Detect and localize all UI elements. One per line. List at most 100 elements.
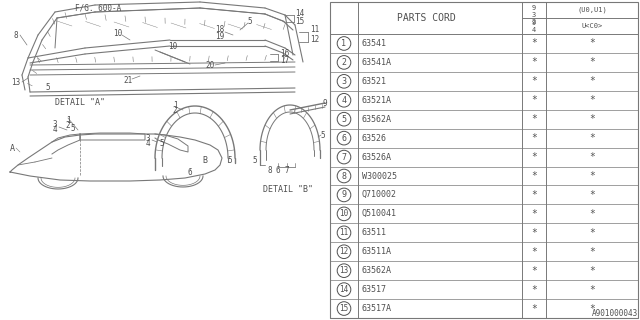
Text: 9: 9 [342,190,346,199]
Text: 15: 15 [339,304,349,313]
Text: *: * [589,114,595,124]
Text: W300025: W300025 [362,172,397,180]
Text: *: * [589,152,595,162]
Text: *: * [531,152,537,162]
Text: 18: 18 [216,25,225,34]
Text: F/G. 600-A: F/G. 600-A [75,4,121,12]
Text: 5: 5 [253,156,257,164]
Text: 8: 8 [342,172,346,180]
Text: 4: 4 [52,124,58,133]
Text: 13: 13 [339,266,349,275]
Text: 63517: 63517 [362,285,387,294]
Text: B: B [202,156,207,164]
Text: 1: 1 [342,39,346,48]
Text: 5: 5 [248,17,252,26]
Text: *: * [589,95,595,105]
Text: 3: 3 [532,12,536,18]
Text: *: * [531,133,537,143]
Text: 1: 1 [66,116,70,124]
Text: 14: 14 [339,285,349,294]
Text: 12: 12 [310,35,319,44]
Text: 5: 5 [45,83,51,92]
Text: 19: 19 [216,31,225,41]
Text: *: * [589,228,595,238]
Text: U<C0>: U<C0> [581,23,603,29]
Text: *: * [531,95,537,105]
Text: 4: 4 [342,96,346,105]
Text: *: * [531,247,537,257]
Text: 14: 14 [296,9,305,18]
Text: 16: 16 [280,49,290,58]
Text: *: * [531,209,537,219]
Text: 63517A: 63517A [362,304,392,313]
Text: 63511: 63511 [362,228,387,237]
Text: 10: 10 [339,209,349,218]
Text: 20: 20 [205,60,214,69]
Text: 7: 7 [285,165,289,174]
Text: 63521: 63521 [362,77,387,86]
Text: *: * [589,133,595,143]
Text: 63526: 63526 [362,134,387,143]
Text: *: * [531,228,537,238]
Text: *: * [589,284,595,295]
Text: 7: 7 [342,153,346,162]
Text: 11: 11 [310,25,319,34]
Text: 6: 6 [342,134,346,143]
Text: 3: 3 [52,119,58,129]
Text: *: * [589,76,595,86]
Text: DETAIL "A": DETAIL "A" [55,98,105,107]
Text: Q710002: Q710002 [362,190,397,199]
Text: PARTS CORD: PARTS CORD [397,13,456,23]
Text: 8: 8 [13,30,19,39]
Text: *: * [531,284,537,295]
Text: *: * [589,190,595,200]
Text: 3: 3 [146,133,150,142]
Text: 5: 5 [70,124,76,132]
Text: 9: 9 [323,99,327,108]
Text: *: * [589,266,595,276]
Text: 10: 10 [113,28,123,37]
Text: 2: 2 [532,19,536,25]
Text: *: * [531,114,537,124]
Text: 63526A: 63526A [362,153,392,162]
Text: 10: 10 [168,42,178,51]
Text: 15: 15 [296,17,305,26]
Text: 5: 5 [228,156,232,164]
Text: *: * [589,247,595,257]
Text: 63562A: 63562A [362,115,392,124]
Text: *: * [531,304,537,314]
Text: *: * [531,190,537,200]
Text: *: * [531,171,537,181]
Text: (U0,U1): (U0,U1) [577,7,607,13]
Text: 12: 12 [339,247,349,256]
Text: 8: 8 [268,165,272,174]
Text: *: * [589,57,595,68]
Text: 2: 2 [342,58,346,67]
Text: 5: 5 [321,131,325,140]
Text: 9: 9 [532,20,536,26]
Text: 4: 4 [532,27,536,33]
Text: 63511A: 63511A [362,247,392,256]
Text: 5: 5 [342,115,346,124]
Text: A: A [10,143,15,153]
Text: 4: 4 [146,139,150,148]
Text: 17: 17 [280,55,290,65]
Text: *: * [531,76,537,86]
Text: *: * [531,57,537,68]
Text: 1: 1 [173,100,177,109]
Text: 13: 13 [12,77,20,86]
Text: 63521A: 63521A [362,96,392,105]
Text: 63541: 63541 [362,39,387,48]
Bar [330,2,638,318]
Text: Q510041: Q510041 [362,209,397,218]
Text: *: * [531,38,537,48]
Text: 5: 5 [160,139,164,148]
Text: *: * [589,38,595,48]
Text: *: * [531,266,537,276]
Text: *: * [589,171,595,181]
Text: 2: 2 [66,121,70,130]
Text: 63562A: 63562A [362,266,392,275]
Text: 11: 11 [339,228,349,237]
Text: A901000043: A901000043 [592,309,638,318]
Text: *: * [589,209,595,219]
